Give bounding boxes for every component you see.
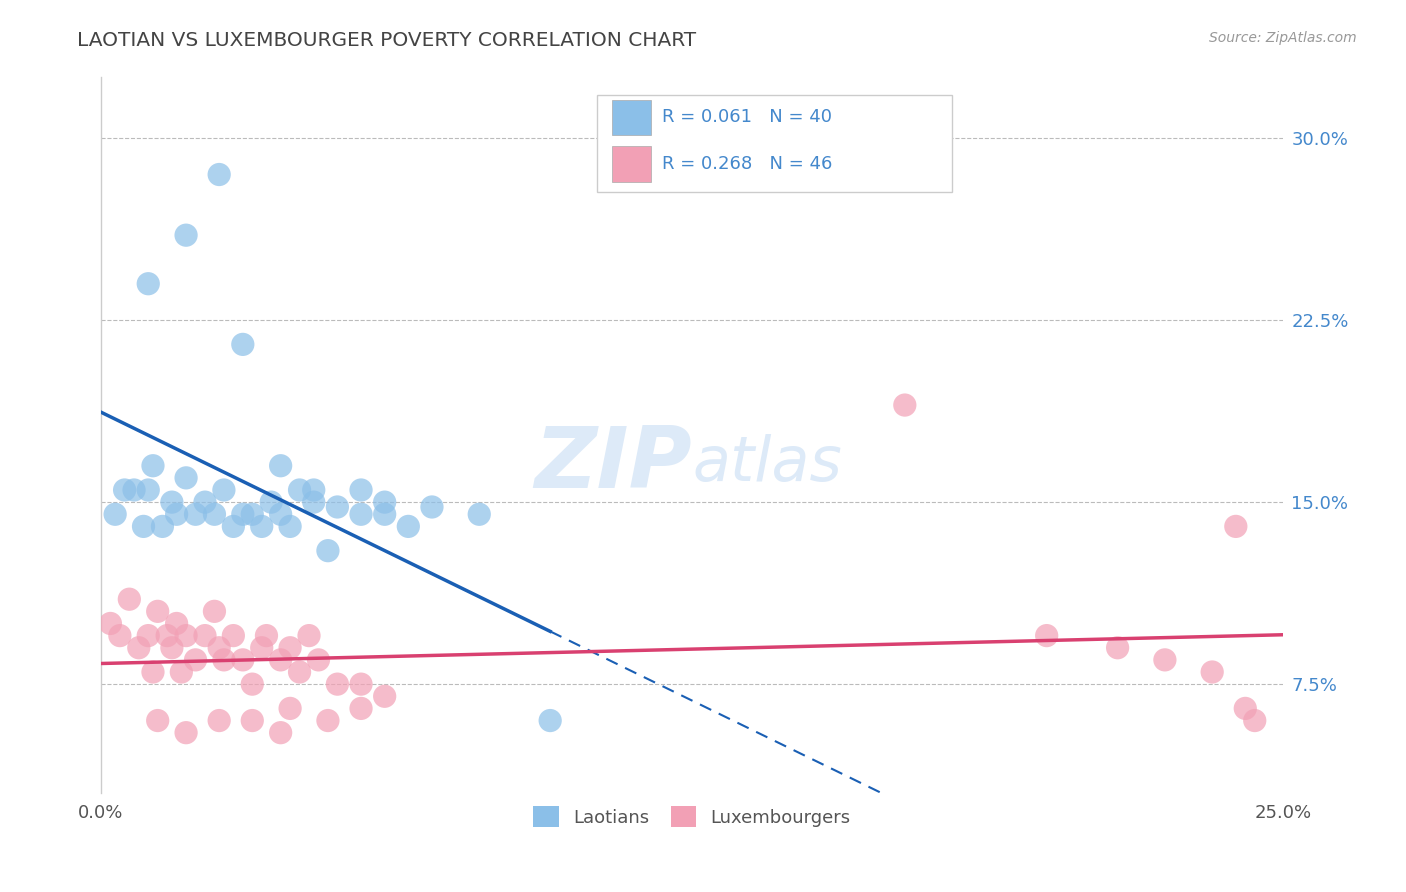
Point [396, 519, 419, 533]
Point [278, 640, 301, 655]
Point [260, 495, 283, 509]
Point [222, 519, 245, 533]
Point [142, 665, 165, 679]
Point [278, 519, 301, 533]
Point [204, 604, 226, 618]
Point [634, 835, 657, 849]
Point [278, 701, 301, 715]
Point [374, 690, 396, 704]
Point [270, 725, 292, 739]
Point [316, 543, 339, 558]
Point [174, 228, 197, 243]
Point [232, 337, 254, 351]
Text: R = 0.061   N = 40: R = 0.061 N = 40 [662, 108, 832, 127]
FancyBboxPatch shape [612, 100, 651, 135]
Point [240, 508, 263, 522]
Point [326, 677, 349, 691]
Point [166, 616, 188, 631]
Point [166, 508, 188, 522]
Point [152, 519, 174, 533]
Point [270, 653, 292, 667]
Point [1035, 629, 1057, 643]
Point [204, 508, 226, 522]
Point [184, 653, 207, 667]
Point [208, 640, 231, 655]
Point [212, 483, 235, 497]
Point [316, 714, 339, 728]
Point [468, 508, 491, 522]
Point [270, 458, 292, 473]
Point [350, 483, 373, 497]
Point [1243, 714, 1265, 728]
Point [170, 665, 193, 679]
Point [270, 508, 292, 522]
Point [132, 519, 155, 533]
Point [350, 677, 373, 691]
Point [160, 640, 183, 655]
Text: atlas: atlas [692, 434, 842, 494]
Point [174, 725, 197, 739]
Point [146, 604, 169, 618]
Text: ZIP: ZIP [534, 423, 692, 506]
Point [136, 629, 159, 643]
Point [232, 508, 254, 522]
Point [222, 629, 245, 643]
Point [160, 495, 183, 509]
Point [174, 629, 197, 643]
Point [194, 629, 217, 643]
Point [420, 500, 443, 514]
Point [894, 398, 917, 412]
Point [208, 168, 231, 182]
Point [350, 508, 373, 522]
Point [104, 508, 127, 522]
Point [122, 483, 145, 497]
Point [136, 277, 159, 291]
Point [288, 483, 311, 497]
Legend: Laotians, Luxembourgers: Laotians, Luxembourgers [526, 799, 858, 834]
Point [374, 508, 396, 522]
Point [308, 653, 330, 667]
Point [118, 592, 141, 607]
Point [108, 629, 131, 643]
Point [240, 677, 263, 691]
Point [326, 500, 349, 514]
Point [1201, 665, 1223, 679]
Point [240, 714, 263, 728]
Point [1154, 653, 1177, 667]
Point [288, 665, 311, 679]
Point [250, 640, 273, 655]
Point [302, 495, 325, 509]
Point [374, 495, 396, 509]
Point [114, 483, 136, 497]
Point [350, 701, 373, 715]
Point [156, 629, 179, 643]
Text: R = 0.268   N = 46: R = 0.268 N = 46 [662, 154, 832, 173]
Text: Source: ZipAtlas.com: Source: ZipAtlas.com [1209, 31, 1357, 45]
Point [1225, 519, 1247, 533]
Point [250, 519, 273, 533]
Point [194, 495, 217, 509]
Point [1234, 701, 1257, 715]
Point [100, 616, 122, 631]
Point [302, 483, 325, 497]
Point [174, 471, 197, 485]
Point [128, 640, 150, 655]
Point [208, 714, 231, 728]
Point [136, 483, 159, 497]
Point [538, 714, 561, 728]
Point [212, 653, 235, 667]
Point [142, 458, 165, 473]
FancyBboxPatch shape [612, 146, 651, 182]
Point [146, 714, 169, 728]
Point [184, 508, 207, 522]
Point [1107, 640, 1129, 655]
Point [298, 629, 321, 643]
Point [232, 653, 254, 667]
Point [256, 629, 278, 643]
FancyBboxPatch shape [598, 95, 952, 192]
Text: LAOTIAN VS LUXEMBOURGER POVERTY CORRELATION CHART: LAOTIAN VS LUXEMBOURGER POVERTY CORRELAT… [77, 31, 696, 50]
